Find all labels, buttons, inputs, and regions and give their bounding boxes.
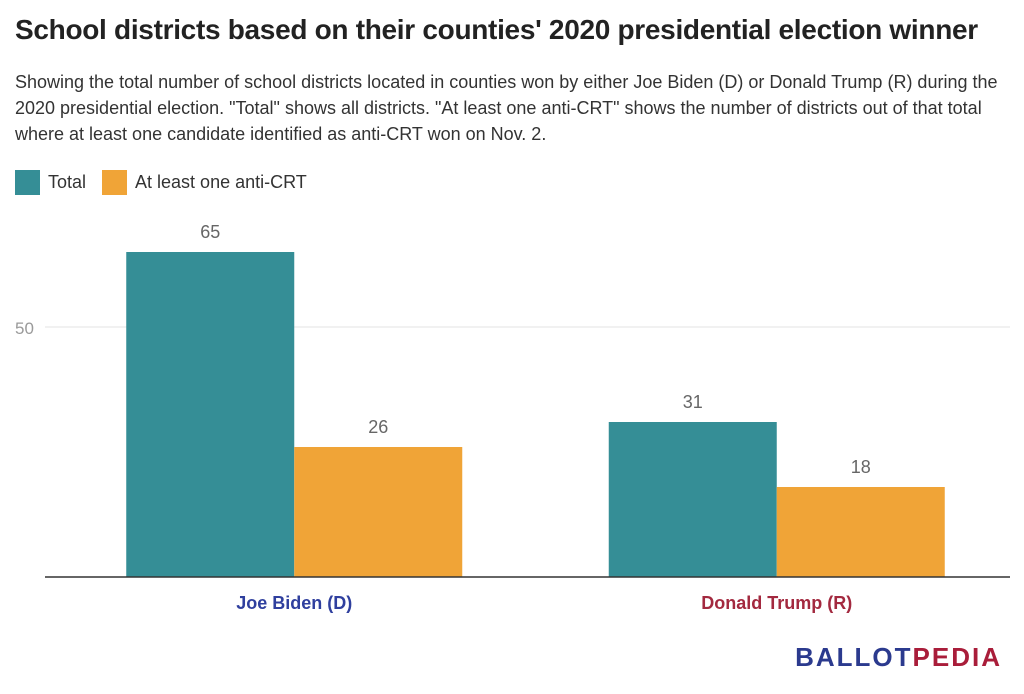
bar-0-1 — [294, 447, 463, 577]
legend-label-total: Total — [48, 172, 87, 192]
data-label-0-1: 26 — [368, 417, 388, 437]
category-label-1: Donald Trump (R) — [701, 593, 852, 613]
bar-0-0 — [126, 252, 295, 577]
y-tick-label-0: 50 — [15, 319, 34, 338]
legend-swatch-total — [15, 170, 40, 195]
data-label-1-1: 18 — [851, 457, 871, 477]
category-label-0: Joe Biden (D) — [236, 593, 352, 613]
legend-swatch-anti-crt — [102, 170, 128, 195]
ballotpedia-logo: BALLOTPEDIA — [795, 642, 1002, 673]
data-label-0-0: 65 — [200, 222, 220, 242]
bar-1-1 — [776, 487, 945, 577]
bar-1-0 — [608, 422, 777, 577]
chart-title: School districts based on their counties… — [15, 14, 978, 45]
data-label-1-0: 31 — [683, 392, 703, 412]
logo-text-pedia: PEDIA — [912, 642, 1002, 672]
chart-subtitle: Showing the total number of school distr… — [15, 72, 998, 144]
legend-label-anti-crt: At least one anti-CRT — [135, 172, 307, 192]
legend: Total At least one anti-CRT — [15, 170, 323, 195]
legend-item-anti-crt: At least one anti-CRT — [102, 170, 307, 195]
legend-item-total: Total — [15, 170, 86, 195]
logo-text-ballot: BALLOT — [795, 642, 913, 672]
